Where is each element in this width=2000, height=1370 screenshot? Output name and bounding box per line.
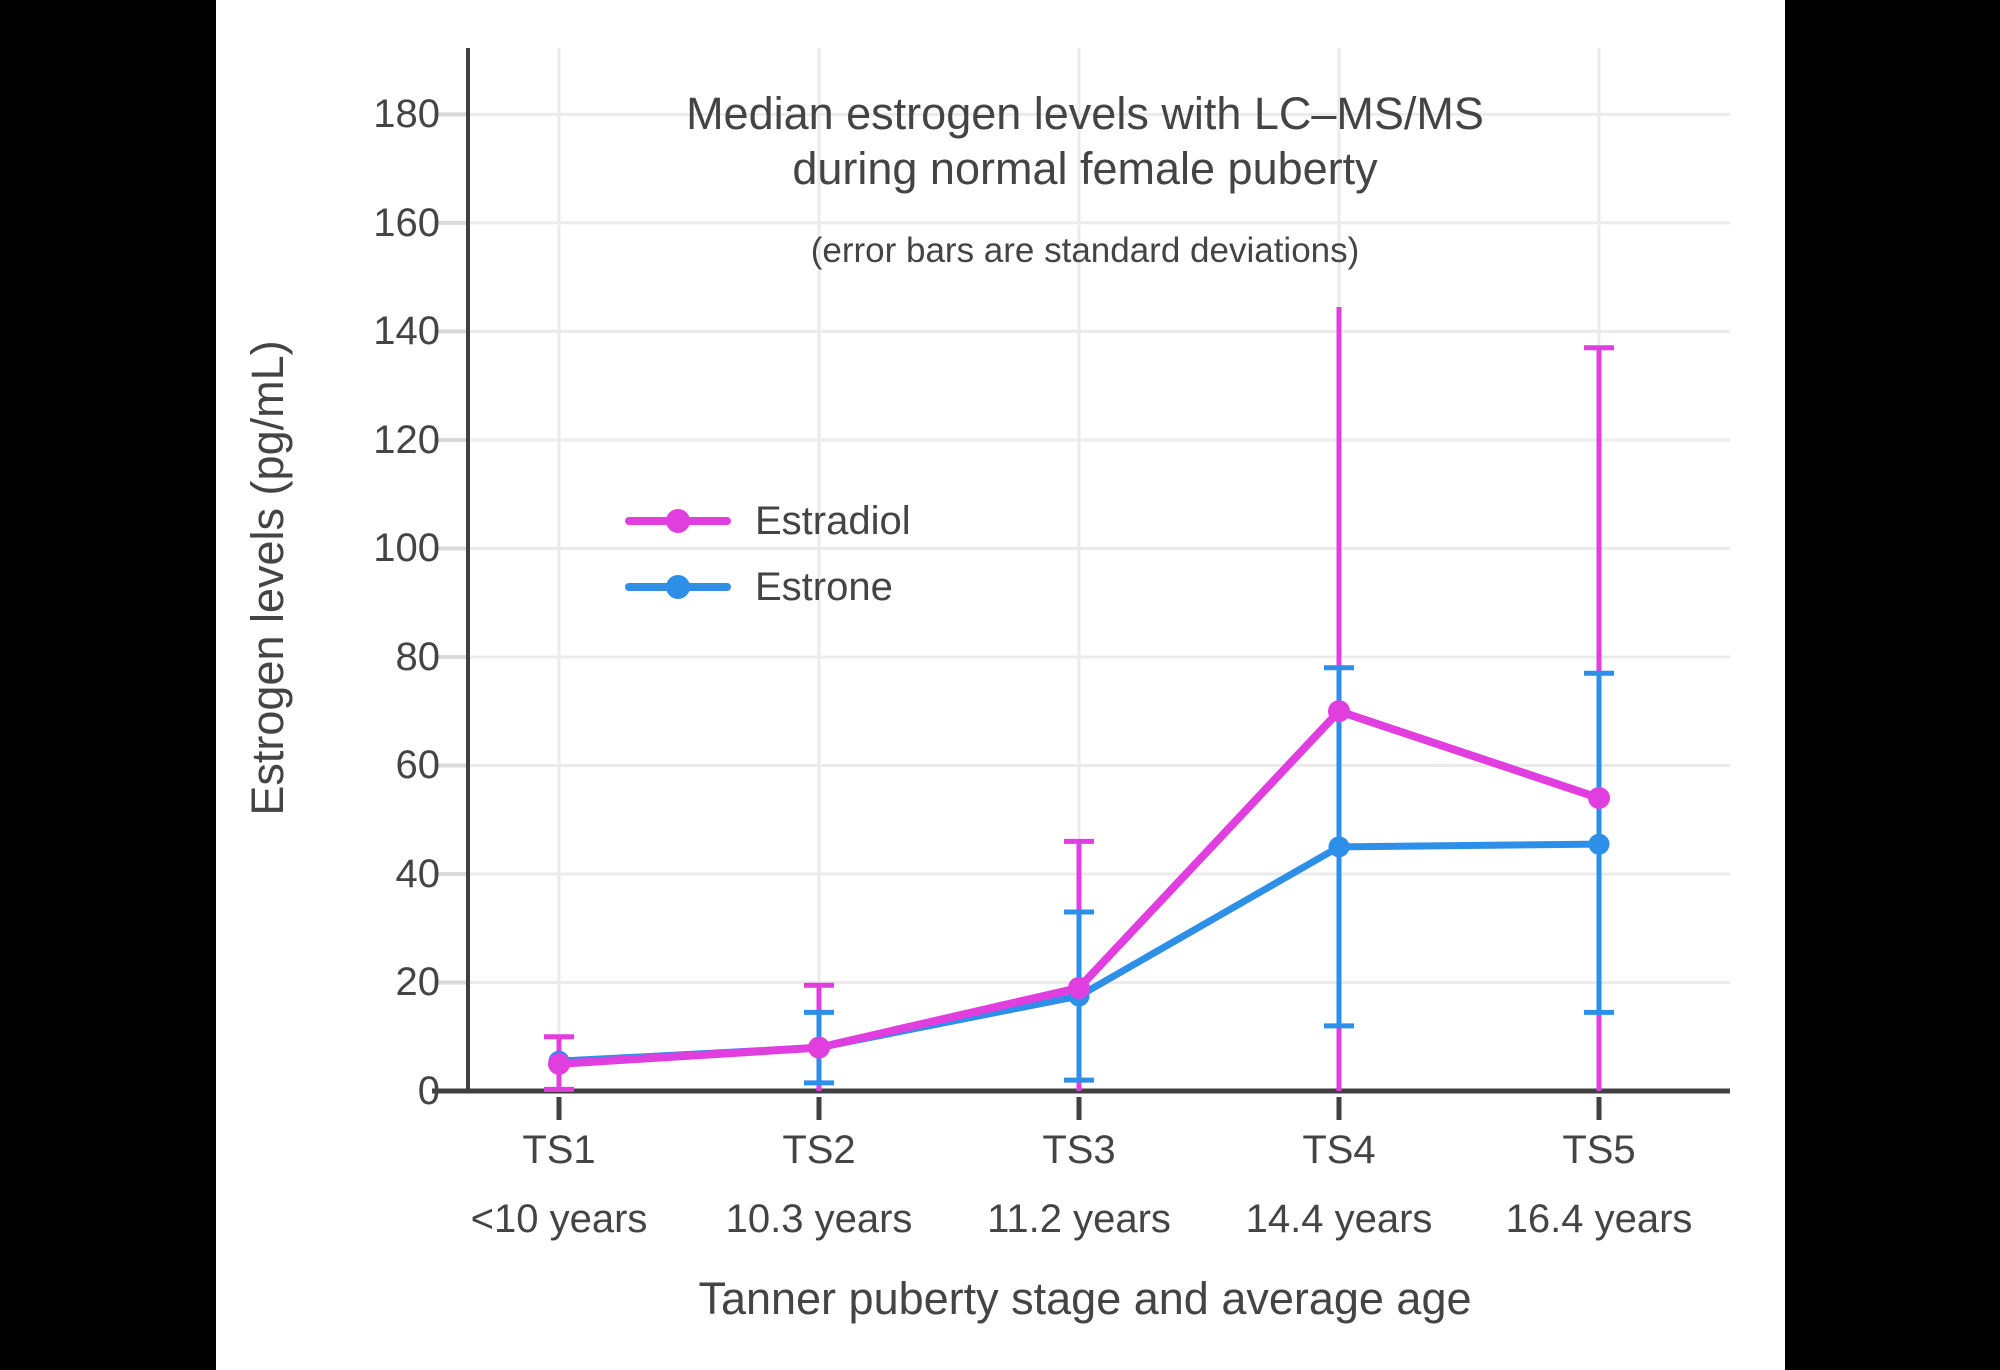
estradiol-marker[interactable] [1588, 787, 1610, 810]
y-tick-label: 140 [373, 309, 440, 354]
x-tick-stage-label: TS4 [1302, 1128, 1376, 1172]
estrone-marker[interactable] [1588, 833, 1610, 855]
legend-label-estradiol: Estradiol [755, 499, 911, 543]
y-tick-label: 0 [417, 1069, 440, 1113]
legend-item-estrone[interactable]: Estrone [625, 564, 1145, 610]
estradiol-marker[interactable] [1328, 700, 1350, 723]
x-tick-stage-label: TS5 [1562, 1128, 1636, 1172]
x-tick-age-label: <10 years [470, 1197, 648, 1241]
y-tick-label: 100 [373, 526, 440, 571]
estrone-marker[interactable] [1328, 836, 1350, 858]
chart-subtitle: (error bars are standard deviations) [810, 231, 1360, 270]
y-tick-label: 120 [373, 417, 440, 462]
estradiol-marker[interactable] [548, 1052, 570, 1075]
y-tick-label: 40 [395, 851, 441, 896]
x-tick-age-label: 16.4 years [1505, 1197, 1693, 1241]
x-axis-title: Tanner puberty stage and average age [698, 1273, 1472, 1324]
y-tick-label: 180 [373, 92, 440, 137]
y-tick-label: 80 [395, 634, 441, 679]
legend-label-estrone: Estrone [755, 565, 893, 609]
x-tick-age-label: 10.3 years [725, 1197, 913, 1241]
chart-title-line1: Median estrogen levels with LC–MS/MS [686, 88, 1484, 139]
estrone-marker-swatch [666, 575, 690, 599]
y-tick-label: 20 [395, 960, 441, 1005]
x-tick-age-label: 11.2 years [987, 1197, 1171, 1241]
chart-title-line2: during normal female puberty [792, 143, 1378, 194]
estradiol-marker[interactable] [808, 1036, 830, 1059]
y-tick-label: 160 [373, 200, 440, 245]
x-tick-age-label: 14.4 years [1245, 1197, 1433, 1241]
chart-title: Median estrogen levels with LC–MS/MS dur… [460, 86, 1710, 196]
y-tick-label: 60 [395, 743, 441, 788]
figure-panel [216, 0, 1785, 1370]
x-tick-stage-label: TS2 [782, 1128, 856, 1172]
legend-item-estradiol[interactable]: Estradiol [625, 498, 1145, 544]
estradiol-marker-swatch [666, 509, 690, 533]
x-tick-stage-label: TS1 [522, 1128, 596, 1172]
x-tick-stage-label: TS3 [1042, 1128, 1116, 1172]
estradiol-marker[interactable] [1068, 976, 1090, 999]
y-axis-title: Estrogen levels (pg/mL) [242, 340, 293, 816]
